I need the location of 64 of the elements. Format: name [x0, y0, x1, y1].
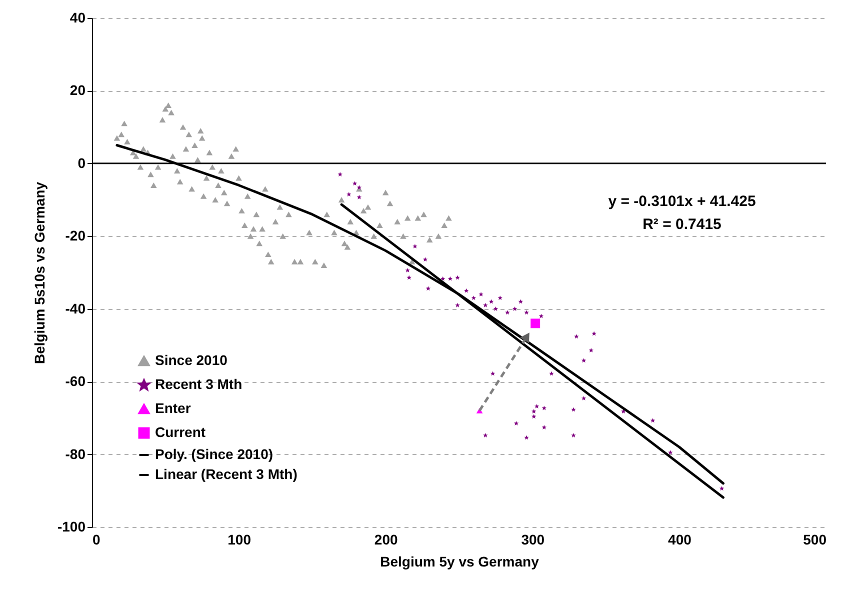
point: [534, 404, 540, 408]
point: [483, 302, 488, 308]
x-tick-label: 400: [668, 532, 692, 548]
x-tick-label: 0: [92, 532, 100, 548]
point: [352, 181, 358, 186]
point: [668, 450, 673, 455]
legend-label: Since 2010: [155, 352, 228, 368]
point: [406, 275, 412, 280]
point: [478, 292, 484, 296]
point: [532, 414, 536, 419]
point: [581, 396, 586, 400]
point: [588, 348, 594, 352]
legend-label: Poly. (Since 2010): [155, 446, 274, 462]
y-tick-label: 20: [70, 82, 86, 98]
point: [571, 433, 576, 438]
x-tick-label: 200: [374, 532, 398, 548]
point: [542, 425, 546, 430]
y-tick-label: 40: [70, 10, 86, 26]
point: [488, 299, 494, 304]
point: [405, 268, 410, 272]
point: [346, 192, 352, 196]
legend-label: Recent 3 Mth: [155, 376, 242, 392]
point: [490, 371, 496, 376]
y-tick-label: -60: [65, 373, 86, 390]
point: [549, 371, 554, 376]
x-tick-label: 300: [521, 532, 545, 548]
point: [455, 275, 460, 280]
y-tick-label: -80: [65, 446, 86, 462]
point: [426, 286, 431, 291]
point: [530, 318, 540, 328]
legend-label: Enter: [155, 400, 192, 416]
point: [538, 314, 544, 318]
x-tick-label: 100: [228, 532, 252, 548]
point: [498, 296, 502, 300]
point: [448, 276, 453, 281]
point: [493, 306, 498, 311]
point: [471, 296, 476, 300]
point: [338, 172, 342, 176]
point: [422, 257, 428, 262]
legend-label: Linear (Recent 3 Mth): [155, 466, 298, 482]
point: [532, 409, 536, 414]
y-tick-label: -40: [65, 300, 86, 316]
point: [455, 302, 460, 308]
y-tick-label: -100: [57, 518, 86, 534]
y-tick-label: 0: [78, 154, 86, 171]
point: [412, 244, 418, 248]
point: [440, 276, 446, 281]
point: [464, 288, 469, 293]
annotation: R² = 0.7415: [642, 216, 722, 233]
point: [542, 406, 546, 410]
annotation: y = -0.3101x + 41.425: [608, 193, 756, 210]
point: [512, 306, 518, 311]
x-tick-label: 500: [803, 532, 827, 548]
point: [592, 331, 596, 336]
legend-label: Current: [155, 424, 206, 440]
point: [524, 435, 529, 440]
point: [518, 299, 523, 304]
point: [483, 433, 488, 438]
point: [571, 407, 576, 412]
point: [514, 421, 519, 426]
x-axis-title: Belgium 5y vs Germany: [380, 554, 540, 570]
point: [356, 194, 362, 200]
y-axis-title: Belgium 5s10s vs Germany: [31, 182, 48, 364]
y-tick-label: -20: [65, 228, 86, 244]
